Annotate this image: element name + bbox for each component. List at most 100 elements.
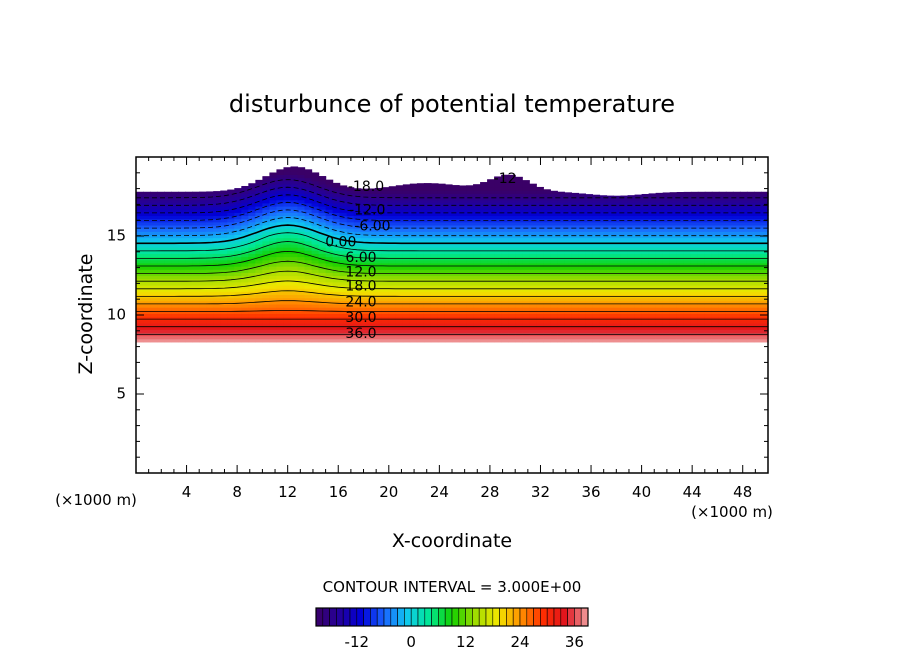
- x-tick-label: 40: [632, 483, 651, 501]
- field-cell: [641, 300, 650, 305]
- field-cell: [571, 335, 579, 340]
- field-cell: [732, 326, 741, 330]
- field-cell: [669, 192, 678, 194]
- field-cell: [192, 310, 200, 315]
- field-cell: [466, 313, 474, 318]
- field-cell: [213, 202, 221, 207]
- field-cell: [262, 228, 271, 232]
- field-cell: [248, 224, 256, 229]
- field-cell: [402, 243, 411, 248]
- field-cell: [367, 303, 376, 308]
- field-cell: [683, 284, 692, 289]
- field-cell: [599, 228, 608, 232]
- field-cell: [676, 253, 685, 258]
- field-cell: [262, 237, 271, 242]
- field-cell: [529, 269, 537, 273]
- field-cell: [248, 243, 256, 248]
- field-cell: [374, 291, 383, 296]
- field-cell: [641, 215, 650, 220]
- field-cell: [192, 215, 200, 220]
- field-cell: [753, 243, 762, 248]
- field-cell: [423, 284, 432, 289]
- field-cell: [248, 303, 256, 308]
- field-cell: [395, 329, 404, 333]
- field-cell: [641, 243, 650, 248]
- field-cell: [332, 297, 341, 302]
- field-cell: [409, 335, 418, 340]
- field-cell: [459, 224, 467, 229]
- field-cell: [290, 190, 299, 194]
- field-cell: [543, 338, 551, 343]
- field-cell: [620, 250, 629, 254]
- field-cell: [213, 262, 221, 267]
- field-cell: [164, 269, 172, 273]
- field-cell: [220, 243, 228, 248]
- field-cell: [304, 266, 313, 270]
- field-cell: [634, 231, 643, 236]
- field-cell: [529, 243, 537, 248]
- field-cell: [508, 259, 516, 264]
- field-cell: [339, 193, 348, 198]
- field-cell: [592, 259, 601, 264]
- field-cell: [409, 187, 418, 191]
- field-cell: [276, 284, 285, 289]
- field-cell: [388, 221, 397, 226]
- field-cell: [480, 272, 488, 277]
- field-cell: [522, 262, 530, 267]
- field-cell: [592, 253, 601, 258]
- field-cell: [704, 253, 713, 258]
- field-cell: [227, 202, 235, 207]
- field-cell: [718, 218, 727, 223]
- field-cell: [515, 262, 523, 267]
- field-cell: [402, 253, 411, 258]
- field-cell: [367, 212, 376, 217]
- field-cell: [697, 291, 706, 296]
- field-cell: [430, 228, 439, 232]
- field-cell: [536, 275, 544, 280]
- field-cell: [704, 202, 713, 207]
- field-cell: [353, 335, 362, 340]
- field-cell: [171, 288, 179, 292]
- field-cell: [234, 294, 242, 299]
- field-cell: [634, 269, 643, 273]
- field-cell: [157, 291, 165, 296]
- field-cell: [564, 266, 572, 270]
- field-cell: [452, 196, 460, 201]
- field-cell: [367, 221, 376, 226]
- field-cell: [494, 288, 502, 292]
- field-cell: [571, 192, 579, 194]
- field-cell: [571, 202, 579, 207]
- field-cell: [515, 278, 523, 283]
- field-cell: [276, 310, 285, 315]
- field-cell: [437, 272, 446, 277]
- field-cell: [185, 212, 193, 217]
- field-cell: [150, 243, 158, 248]
- field-cell: [655, 199, 664, 204]
- field-cell: [627, 231, 636, 236]
- field-cell: [269, 199, 278, 204]
- field-cell: [599, 209, 608, 213]
- field-cell: [550, 224, 558, 229]
- colorbar-segment: [533, 607, 541, 627]
- field-cell: [185, 193, 193, 198]
- field-cell: [227, 262, 235, 267]
- field-cell: [599, 231, 608, 236]
- field-cell: [627, 303, 636, 308]
- field-cell: [473, 272, 481, 277]
- field-cell: [192, 193, 200, 198]
- field-cell: [192, 234, 200, 239]
- field-cell: [199, 259, 207, 264]
- field-cell: [332, 240, 341, 245]
- field-cell: [459, 215, 467, 220]
- field-cell: [409, 205, 418, 210]
- field-cell: [290, 243, 299, 248]
- field-cell: [339, 190, 348, 194]
- field-cell: [732, 237, 741, 242]
- field-cell: [452, 185, 460, 188]
- field-cell: [388, 205, 397, 210]
- field-cell: [760, 199, 769, 204]
- field-cell: [269, 180, 278, 185]
- field-cell: [199, 243, 207, 248]
- field-cell: [536, 212, 544, 217]
- field-cell: [360, 319, 369, 324]
